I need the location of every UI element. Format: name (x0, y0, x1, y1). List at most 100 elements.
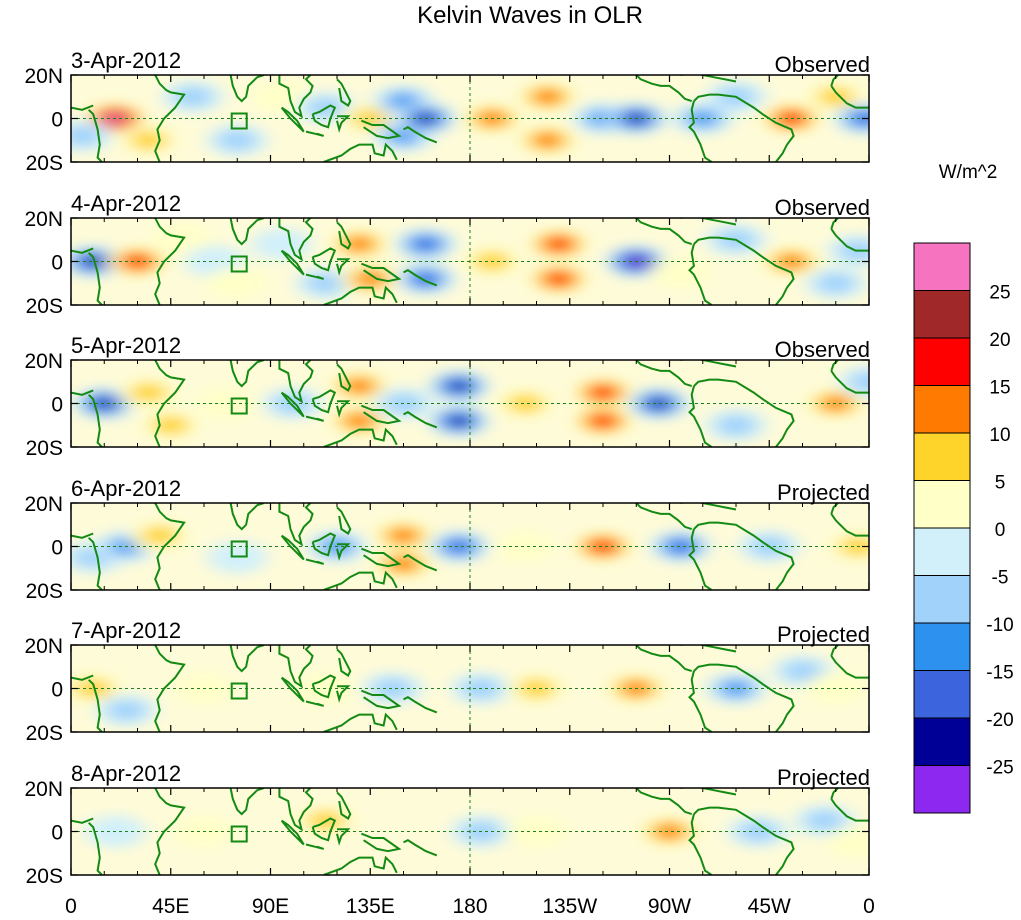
y-tick-label: 20N (24, 493, 63, 516)
colorbar-swatch-9 (913, 670, 971, 719)
coastline-18 (830, 360, 839, 372)
anomaly-cell-3-band-0 (196, 387, 257, 420)
coastline-5 (280, 534, 305, 561)
y-tick-label: 0 (51, 822, 63, 845)
coastline-6 (305, 273, 325, 280)
coastline-1 (88, 109, 103, 162)
x-tick-label: 90W (648, 895, 691, 918)
anomaly-cell-0-band-4 (84, 256, 102, 267)
y-tick-label: 20S (26, 865, 63, 888)
coastline-16 (680, 503, 737, 511)
coastline-9 (361, 404, 402, 425)
coastline-6 (305, 700, 325, 707)
panel-plot-area (71, 788, 869, 875)
anomaly-cell-5-band-2 (345, 378, 373, 394)
coastline-18 (830, 218, 839, 230)
coastline-9 (361, 547, 402, 568)
coastline-13 (635, 645, 693, 673)
y-tick-label: 20S (26, 295, 63, 318)
anomaly-field (71, 223, 869, 300)
anomaly-cell-7-band-2 (345, 236, 373, 252)
coastline-2 (154, 788, 186, 875)
anomaly-cell-13-band-3 (548, 273, 570, 285)
anomaly-cell-9-band-2 (390, 128, 417, 144)
coastline-9 (361, 832, 402, 853)
anomaly-cell-4-band-1 (274, 393, 312, 414)
coastline-15 (688, 670, 713, 732)
coastline-0 (71, 104, 94, 111)
coastline-13 (635, 360, 693, 388)
coastline-14 (693, 378, 795, 447)
y-tick-label: 20S (26, 437, 63, 460)
panel-plot-area (71, 503, 869, 590)
coastline-12 (403, 696, 438, 714)
anomaly-cell-0-band-1 (74, 678, 112, 699)
anomaly-cell-7-band-1 (806, 810, 844, 831)
anomaly-cell-12-band-1 (839, 536, 869, 557)
panel-status-label: Observed (775, 337, 870, 362)
anomaly-cell-6-band-1 (307, 273, 345, 294)
coastline-18 (830, 503, 839, 515)
coastline-14 (693, 93, 795, 162)
panel-status-label: Projected (777, 480, 870, 505)
coastline-10 (336, 221, 352, 250)
anomaly-cell-12-band-2 (534, 89, 561, 104)
coastline-11 (323, 712, 398, 732)
colorbar-swatch-8 (913, 622, 971, 671)
coastline-16 (680, 788, 737, 796)
colorbar-level-label: -5 (992, 568, 1009, 589)
coastline-0 (71, 389, 94, 396)
y-tick-label: 20N (24, 350, 63, 373)
region-marker-box (230, 825, 248, 843)
coastline-5 (280, 391, 305, 418)
y-tick-label: 20S (26, 722, 63, 745)
y-tick-label: 20N (24, 208, 63, 231)
x-tick-label: 180 (452, 895, 487, 918)
coastline-18 (830, 788, 839, 800)
coastline-18 (830, 645, 839, 657)
anomaly-cell-9-band-3 (415, 238, 437, 250)
x-tick-label: 135W (542, 895, 597, 918)
coastline-5 (280, 676, 305, 703)
coastline-16 (680, 360, 737, 368)
anomaly-cell-10-band-3 (415, 273, 437, 285)
anomaly-cell-4-band-1 (218, 130, 256, 151)
anomaly-cell-4-band-0 (506, 815, 567, 848)
anomaly-cell-7-band-1 (351, 108, 389, 129)
anomaly-cell-4-band-0 (207, 267, 268, 300)
coastline-15 (688, 243, 713, 305)
colorbar-unit-label: W/m^2 (939, 162, 998, 183)
region-marker-box (230, 397, 248, 415)
region-marker-box (230, 682, 248, 700)
coastline-3 (229, 503, 265, 531)
anomaly-cell-1-band-1 (107, 700, 145, 721)
anomaly-cell-9-band-3 (592, 540, 614, 553)
y-tick-label: 20N (24, 635, 63, 658)
colorbar-level-label: 25 (989, 283, 1010, 304)
coastline-5 (280, 106, 305, 133)
coastline-7 (311, 389, 337, 414)
coastline-14 (693, 521, 795, 590)
panel-4: 20N 0 20S 6-Apr-2012 Projected (24, 476, 870, 603)
anomaly-cell-9-band-1 (784, 661, 821, 681)
y-tick-label: 0 (51, 394, 63, 417)
coastline-6 (305, 558, 325, 565)
panel-plot-area (71, 75, 869, 162)
colorbar-swatch-11 (913, 765, 971, 814)
anomaly-cell-4-band-1 (373, 678, 411, 699)
colorbar-level-label: 15 (989, 378, 1010, 399)
anomaly-cell-14-band-1 (717, 415, 755, 436)
colorbar-level-label: 10 (989, 425, 1010, 446)
coastlines (71, 788, 869, 875)
anomaly-field (85, 804, 869, 859)
coastline-9 (361, 119, 402, 140)
panel-plot-area (71, 645, 869, 732)
colorbar-level-label: -10 (986, 615, 1013, 636)
y-tick-label: 20S (26, 152, 63, 175)
y-tick-label: 0 (51, 109, 63, 132)
colorbar-swatch-2 (913, 337, 971, 386)
colorbar-level-label: 20 (989, 330, 1010, 351)
coastline-2 (154, 75, 186, 162)
anomaly-cell-8-band-2 (722, 681, 750, 696)
